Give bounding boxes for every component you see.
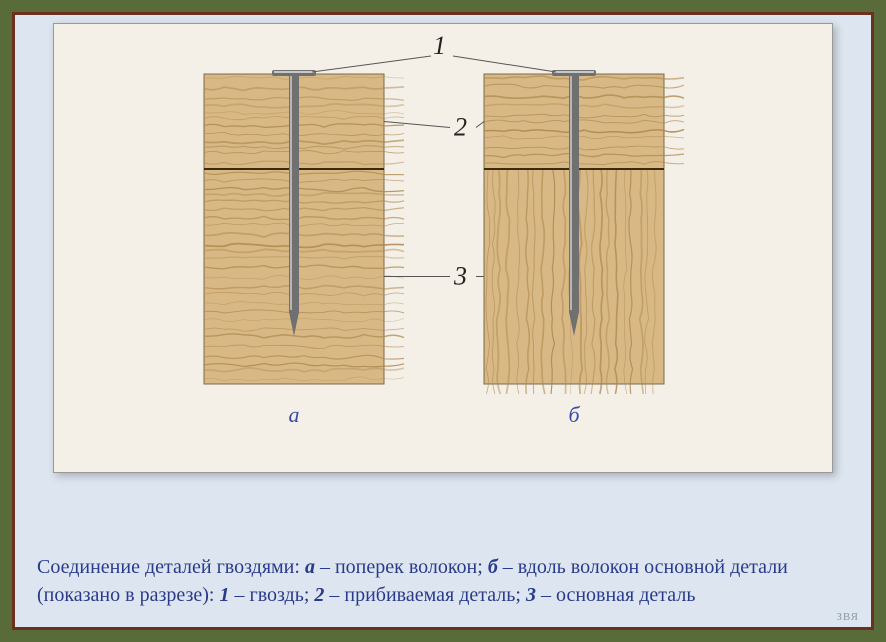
callout-3: 3 <box>453 262 467 291</box>
callout-2: 2 <box>454 113 467 142</box>
callout-1: 1 <box>433 31 446 60</box>
sublabel-b: б <box>568 402 580 427</box>
figure-panel: 1 2 3 а б <box>53 23 833 473</box>
caption-key-b: б <box>488 556 498 578</box>
caption: Соединение деталей гвоздями: а – поперек… <box>37 553 849 609</box>
caption-text-3: – основная деталь <box>536 584 696 606</box>
diagram-svg: 1 2 3 а б <box>54 24 834 474</box>
watermark: ЗВЯ <box>836 611 859 623</box>
sublabel-a: а <box>289 402 300 427</box>
caption-lead: Соединение деталей гвоздями: <box>37 556 305 578</box>
caption-key-1: 1 <box>219 584 229 606</box>
caption-text-1: – гвоздь; <box>229 584 314 606</box>
caption-text-a: – поперек волокон; <box>315 556 488 578</box>
caption-key-3: 3 <box>526 584 536 606</box>
caption-key-a: а <box>305 556 315 578</box>
caption-text-2: – прибиваемая деталь; <box>324 584 526 606</box>
outer-frame: 1 2 3 а б Соединение деталей гвоздями: а – п… <box>12 12 874 630</box>
caption-key-2: 2 <box>314 584 324 606</box>
